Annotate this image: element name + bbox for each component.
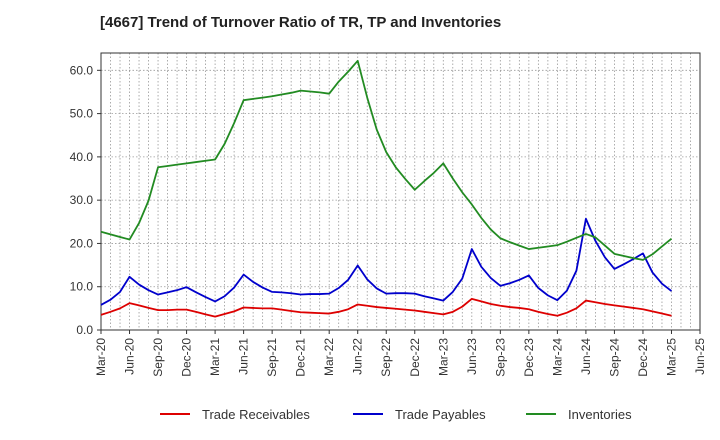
x-tick-label: Jun-24: [579, 338, 593, 375]
grid-lines: [100, 53, 701, 331]
x-tick-label: Mar-25: [664, 338, 678, 376]
x-tick-label: Dec-20: [180, 338, 194, 377]
legend-label: Inventories: [568, 406, 632, 422]
x-tick-label: Mar-21: [208, 338, 222, 376]
legend-item-inventories: Inventories: [526, 403, 632, 425]
y-tick-label: 20.0: [70, 236, 94, 250]
legend-swatch-trade-receivables: [160, 413, 190, 415]
legend: Trade Receivables Trade Payables Invento…: [0, 403, 720, 425]
series-line-trade-receivables: [100, 297, 672, 318]
x-tick-label: Jun-20: [123, 338, 137, 375]
x-tick-label: Mar-23: [436, 338, 450, 376]
x-tick-label: Dec-23: [522, 338, 536, 377]
x-tick-label: Jun-23: [465, 338, 479, 375]
x-tick-label: Sep-23: [493, 338, 507, 377]
legend-label: Trade Payables: [395, 406, 486, 422]
x-tick-label: Jun-22: [351, 338, 365, 375]
x-tick-label: Sep-20: [151, 338, 165, 377]
legend-label: Trade Receivables: [202, 406, 310, 422]
series-line-trade-payables: [100, 217, 673, 306]
y-tick-label: 50.0: [70, 107, 94, 121]
series-lines: [100, 59, 673, 318]
y-tick-label: 10.0: [70, 280, 94, 294]
y-tick-label: 40.0: [70, 150, 94, 164]
x-tick-label: Mar-24: [550, 338, 564, 376]
x-tick-label: Mar-22: [322, 338, 336, 376]
x-axis-ticks: Mar-20 Jun-20 Sep-20 Dec-20 Mar-21 Jun-21 Sep-…: [94, 330, 707, 377]
x-tick-label: Dec-24: [636, 338, 650, 377]
x-tick-label: Dec-22: [408, 338, 422, 377]
chart-title: [4667] Trend of Turnover Ratio of TR, TP…: [100, 14, 502, 31]
x-tick-label: Mar-20: [94, 338, 108, 376]
x-tick-label: Jun-21: [237, 338, 251, 375]
x-tick-label: Sep-21: [265, 338, 279, 377]
y-tick-label: 30.0: [70, 193, 94, 207]
y-tick-label: 60.0: [70, 63, 94, 77]
plot-frame: [100, 52, 701, 331]
x-tick-label: Dec-21: [294, 338, 308, 377]
plot-border: [100, 52, 701, 331]
legend-swatch-trade-payables: [353, 413, 383, 415]
x-tick-label: Jun-25: [693, 338, 707, 375]
x-tick-label: Sep-22: [379, 338, 393, 377]
y-tick-label: 0.0: [76, 323, 93, 337]
legend-swatch-inventories: [526, 413, 556, 415]
series-line-inventories: [100, 59, 673, 261]
legend-item-trade-receivables: Trade Receivables: [160, 403, 310, 425]
x-tick-label: Sep-24: [607, 338, 621, 377]
y-axis-ticks: 0.0 10.0 20.0 30.0 40.0 50.0 60.0: [70, 63, 101, 337]
legend-item-trade-payables: Trade Payables: [353, 403, 486, 425]
